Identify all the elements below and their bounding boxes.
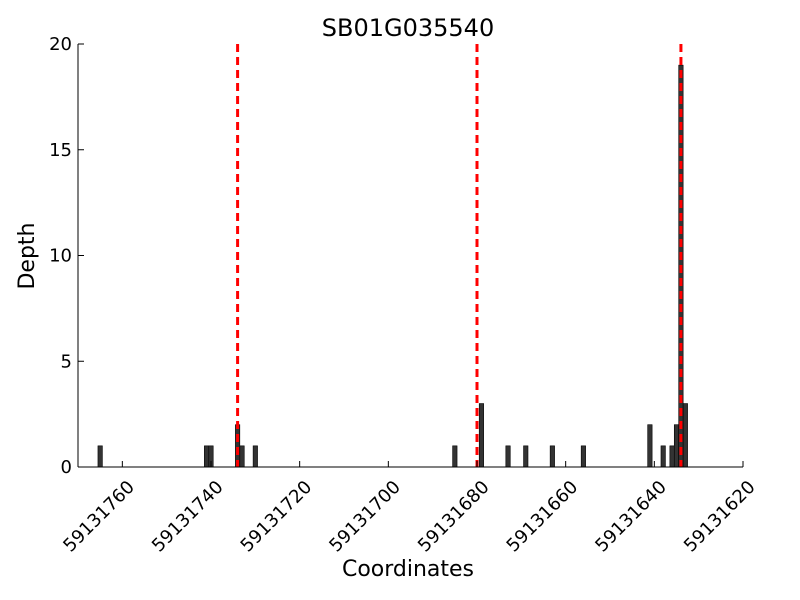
bar — [523, 445, 529, 468]
x-tick-label: 59131740 — [148, 477, 228, 557]
x-tick-label: 59131720 — [237, 477, 317, 557]
bar — [239, 445, 245, 468]
bar — [478, 403, 484, 468]
bar — [204, 445, 210, 468]
bar — [505, 445, 511, 468]
x-tick-label: 59131700 — [325, 477, 405, 557]
bar — [549, 445, 555, 468]
y-tick-label: 10 — [49, 246, 72, 267]
bar — [682, 403, 688, 468]
x-axis-label: Coordinates — [342, 557, 474, 582]
axes-group — [77, 44, 743, 468]
bar — [647, 424, 653, 468]
marker-lines-group — [236, 44, 683, 467]
y-tick-label: 15 — [49, 140, 72, 161]
x-tick-label: 59131760 — [59, 477, 139, 557]
bar — [97, 445, 103, 468]
x-tick-label: 59131660 — [503, 477, 583, 557]
bar — [252, 445, 258, 468]
y-tick-label: 0 — [61, 457, 72, 478]
x-tick-label: 59131680 — [414, 477, 494, 557]
x-tick-label: 59131640 — [591, 477, 671, 557]
chart-title: SB01G035540 — [322, 14, 494, 42]
y-tick-label: 5 — [61, 351, 72, 372]
bar — [452, 445, 458, 468]
bars-group — [97, 64, 688, 468]
x-tick-label: 59131620 — [680, 477, 760, 557]
bar — [673, 424, 680, 468]
bar — [660, 445, 666, 468]
bar — [669, 445, 675, 468]
bar — [580, 445, 586, 468]
ticks-group: 0 5 10 15 20 59131760 59131740 59131720 59131700… — [49, 34, 759, 556]
y-axis-label: Depth — [15, 222, 40, 289]
y-tick-label: 20 — [49, 34, 72, 55]
